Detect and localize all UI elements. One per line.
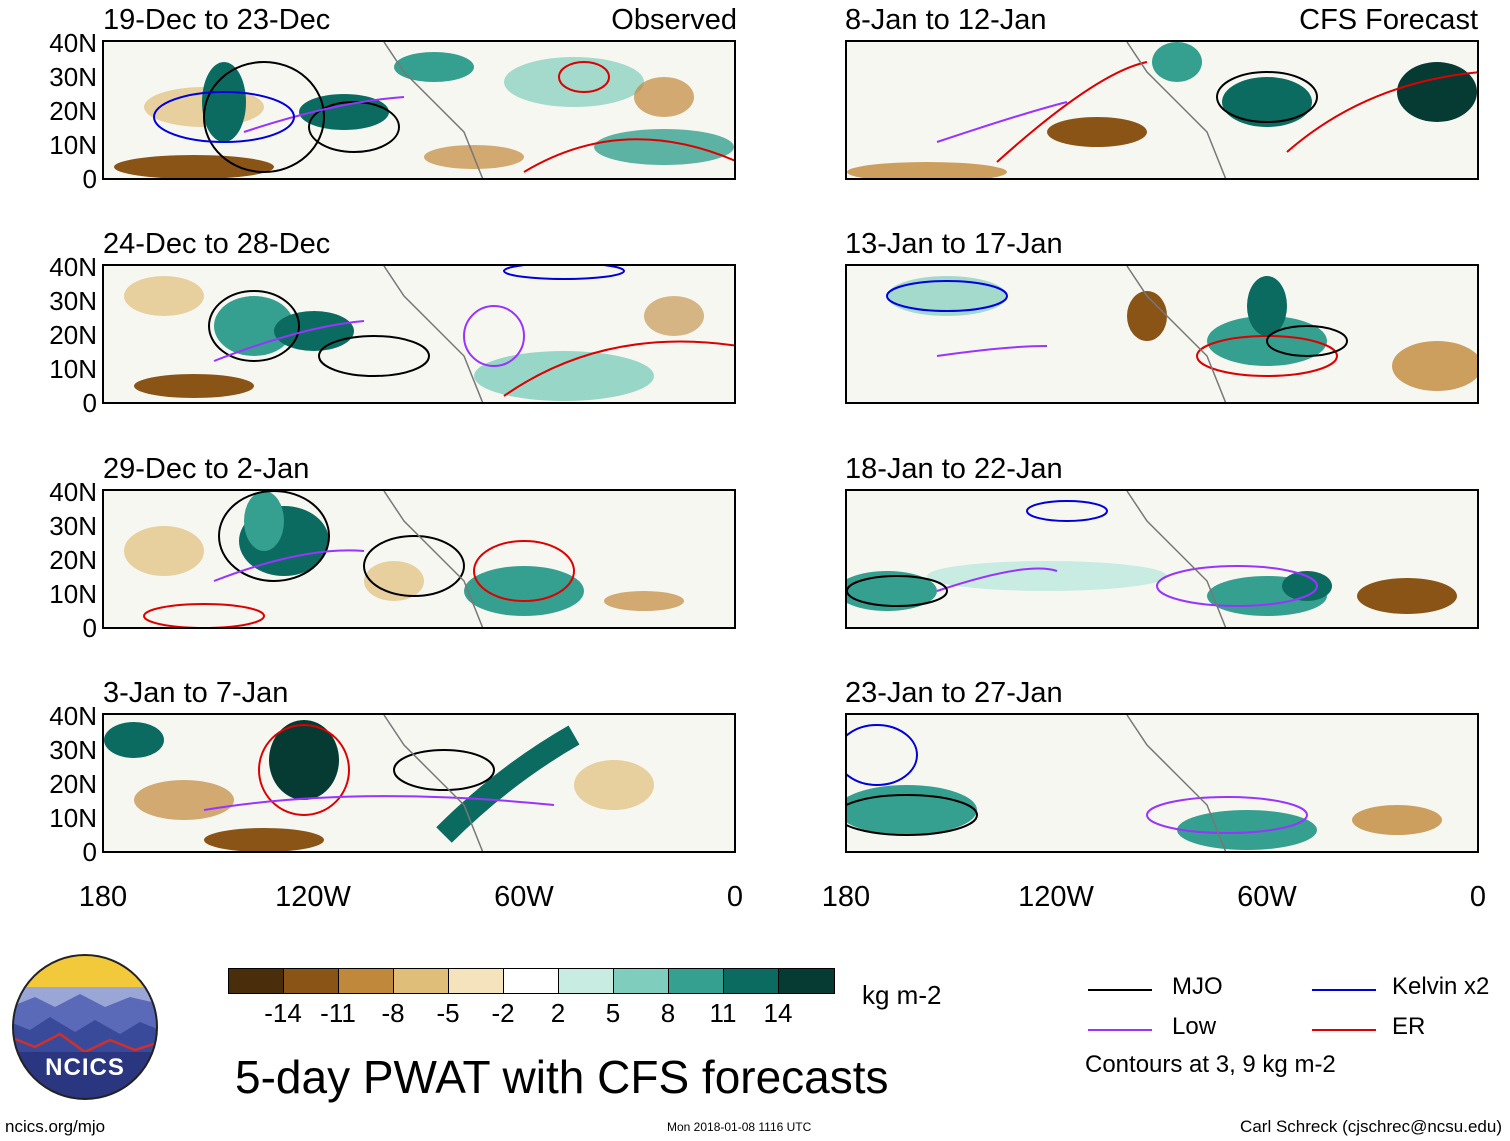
pwat-map <box>847 491 1457 627</box>
lat-tick: 10N <box>49 803 97 833</box>
legend-swatch-er <box>1312 1029 1376 1031</box>
map-panel <box>102 489 736 629</box>
map-panel <box>845 264 1479 404</box>
lat-tick: 40N <box>49 252 97 282</box>
lat-tick: 0 <box>82 388 97 418</box>
logo-text: NCICS <box>45 1054 125 1081</box>
panel-title: 24-Dec to 28-Dec <box>103 228 331 260</box>
colorbar-unit: kg m-2 <box>862 980 942 1010</box>
pwat-map <box>886 266 1477 402</box>
lon-tick: 0 <box>726 881 744 913</box>
lon-tick: 60W <box>1237 881 1297 913</box>
lon-tick: 60W <box>494 881 554 913</box>
lat-tick: 40N <box>49 701 97 731</box>
lat-tick: 20N <box>49 545 97 575</box>
colorbar <box>228 968 835 994</box>
lon-tick: 180 <box>821 881 871 913</box>
colorbar-swatch <box>724 969 779 993</box>
legend-label-er: ER <box>1392 1013 1426 1040</box>
map-panel <box>102 264 736 404</box>
footer-center: Mon 2018-01-08 1116 UTC <box>667 1120 812 1134</box>
lat-tick: 30N <box>49 511 97 541</box>
colorbar-tick-label: -5 <box>436 998 460 1028</box>
legend-label-low: Low <box>1172 1013 1217 1040</box>
colorbar-tick-label: 8 <box>660 998 676 1028</box>
main-title: 5-day PWAT with CFS forecasts <box>235 1051 889 1103</box>
colorbar-tick-label: -2 <box>491 998 515 1028</box>
map-panel <box>845 713 1479 853</box>
pwat-map <box>847 715 1442 851</box>
panel-title: 8-Jan to 12-Jan <box>845 4 1047 36</box>
footer-left: ncics.org/mjo <box>5 1117 106 1136</box>
lat-tick: 20N <box>49 769 97 799</box>
lat-tick: 30N <box>49 62 97 92</box>
colorbar-swatch <box>449 969 504 993</box>
lat-tick: 20N <box>49 96 97 126</box>
lat-tick: 10N <box>49 354 97 384</box>
pwat-map <box>104 715 654 851</box>
colorbar-tick-label: -14 <box>264 998 302 1028</box>
panel-title: 19-Dec to 23-Dec <box>103 4 331 36</box>
logo-graphic <box>12 954 158 1100</box>
footer-right: Carl Schreck (cjschrec@ncsu.edu) <box>1240 1117 1502 1136</box>
lat-tick: 30N <box>49 286 97 316</box>
lon-tick: 0 <box>1469 881 1487 913</box>
colorbar-swatch <box>559 969 614 993</box>
panel-title: 3-Jan to 7-Jan <box>103 677 289 709</box>
legend-swatch-kelvin <box>1312 989 1376 991</box>
colorbar-swatch <box>779 969 834 993</box>
pwat-map <box>124 491 684 627</box>
legend-label-kelvin: Kelvin x2 <box>1392 973 1490 1000</box>
colorbar-swatch <box>669 969 724 993</box>
lon-tick: 180 <box>78 881 128 913</box>
map-panel <box>102 713 736 853</box>
lat-tick: 0 <box>82 837 97 867</box>
colorbar-swatch <box>284 969 339 993</box>
legend-swatch-mjo <box>1088 989 1152 991</box>
map-panel <box>102 40 736 180</box>
lat-tick: 40N <box>49 477 97 507</box>
map-panel <box>845 489 1479 629</box>
lon-tick: 120W <box>275 881 351 913</box>
colorbar-tick-label: -11 <box>320 998 356 1028</box>
map-panel <box>845 40 1479 180</box>
lat-tick: 0 <box>82 613 97 643</box>
lat-tick: 10N <box>49 130 97 160</box>
colorbar-tick-label: 14 <box>763 998 793 1028</box>
pwat-map <box>124 266 734 402</box>
colorbar-swatch <box>394 969 449 993</box>
lat-tick: 40N <box>49 28 97 58</box>
panel-label-observed: Observed <box>611 4 737 36</box>
panel-title: 29-Dec to 2-Jan <box>103 453 310 485</box>
lat-tick: 10N <box>49 579 97 609</box>
panel-title: 18-Jan to 22-Jan <box>845 453 1063 485</box>
legend-swatch-low <box>1088 1029 1152 1031</box>
colorbar-tick-label: -8 <box>381 998 405 1028</box>
colorbar-tick-label: 2 <box>550 998 566 1028</box>
legend-label-mjo: MJO <box>1172 973 1223 1000</box>
lon-tick: 120W <box>1018 881 1094 913</box>
colorbar-swatch <box>339 969 394 993</box>
colorbar-swatch <box>614 969 669 993</box>
legend-note: Contours at 3, 9 kg m-2 <box>1085 1051 1336 1078</box>
panel-title: 23-Jan to 27-Jan <box>845 677 1063 709</box>
pwat-map <box>847 42 1477 178</box>
panel-label-forecast: CFS Forecast <box>1299 4 1478 36</box>
colorbar-swatch <box>504 969 559 993</box>
panel-title: 13-Jan to 17-Jan <box>845 228 1063 260</box>
lat-tick: 20N <box>49 320 97 350</box>
colorbar-tick-label: 11 <box>709 998 737 1028</box>
ncics-logo: NCICS <box>10 952 160 1102</box>
pwat-map <box>114 42 734 178</box>
lat-tick: 0 <box>82 164 97 194</box>
colorbar-tick-label: 5 <box>605 998 621 1028</box>
colorbar-swatch <box>229 969 284 993</box>
lat-tick: 30N <box>49 735 97 765</box>
